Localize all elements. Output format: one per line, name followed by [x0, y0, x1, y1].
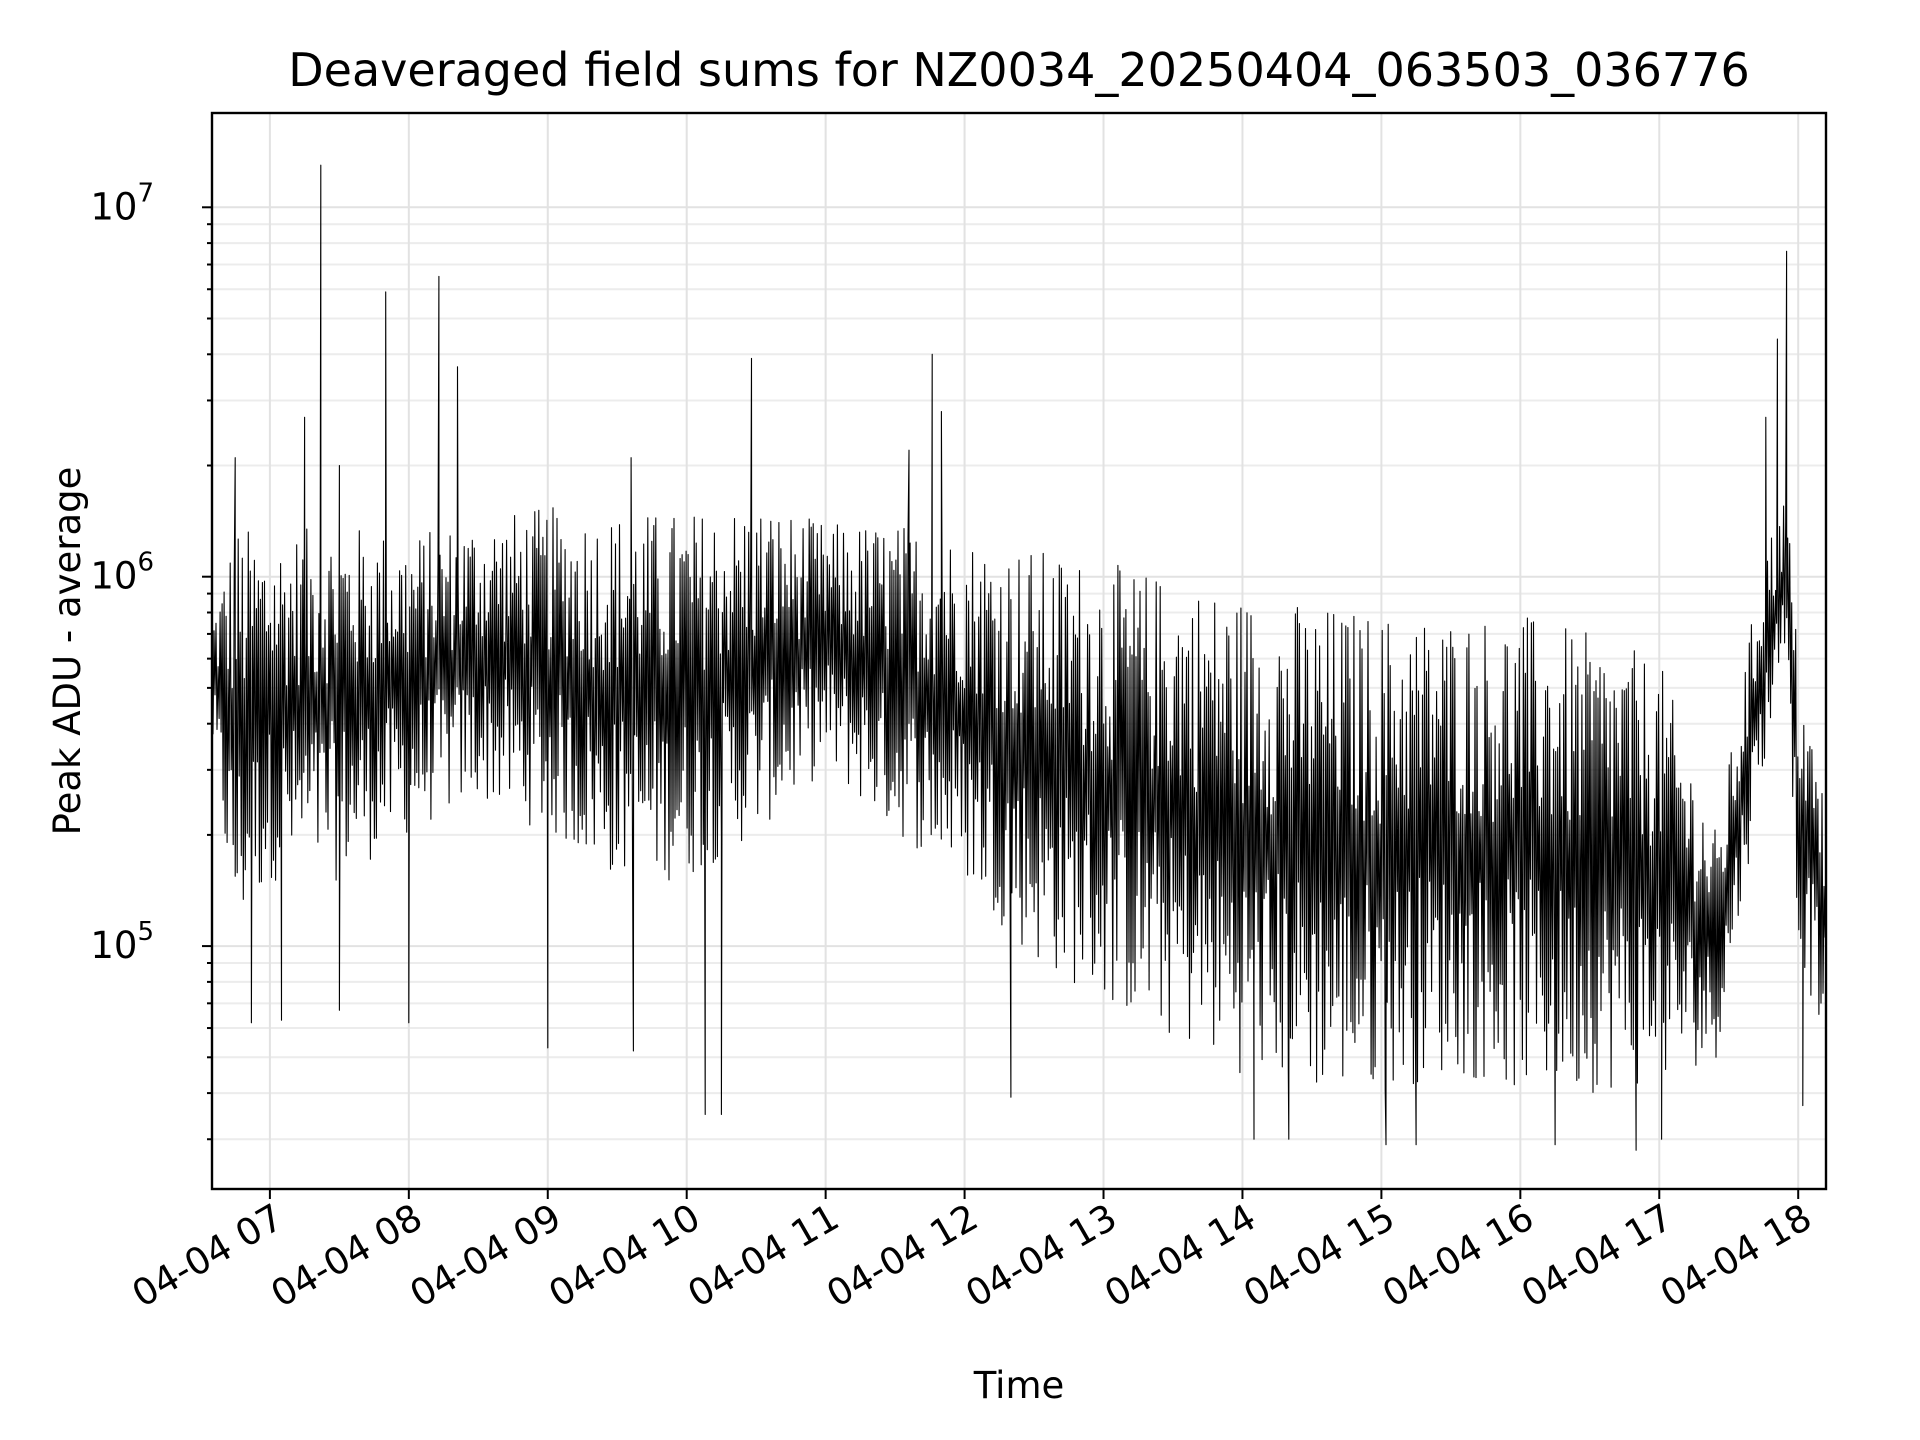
y-tick-label: 107	[90, 178, 154, 228]
y-tick-label-base: 10	[90, 185, 137, 228]
chart-title: Deaveraged field sums for NZ0034_2025040…	[288, 43, 1749, 97]
plot-frame	[210, 111, 1828, 1191]
y-tick-label-exponent: 7	[137, 178, 154, 208]
x-axis-label: Time	[973, 1364, 1065, 1407]
y-tick-label-exponent: 6	[137, 548, 154, 578]
series-line	[212, 164, 1826, 1151]
y-tick-label: 106	[90, 548, 154, 598]
y-axis-label: Peak ADU - average	[46, 467, 89, 836]
y-tick-label-base: 10	[90, 555, 137, 598]
y-tick-label: 105	[90, 917, 154, 967]
y-tick-label-exponent: 5	[137, 917, 154, 947]
series-group	[212, 164, 1826, 1151]
y-tick-label-base: 10	[90, 924, 137, 967]
